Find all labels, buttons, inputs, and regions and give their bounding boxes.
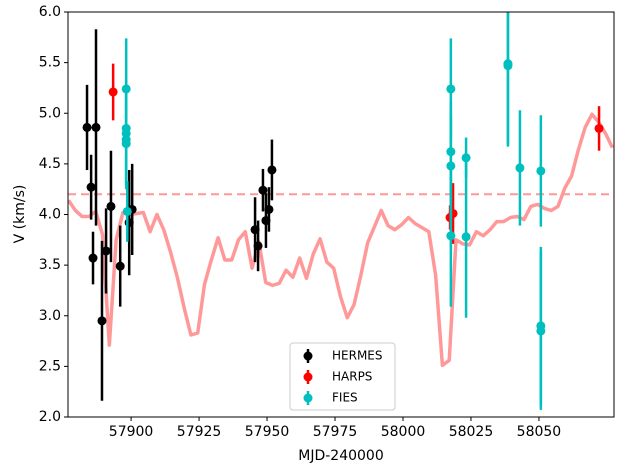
legend-label: FIES: [332, 391, 358, 405]
y-axis-label: V (km/s): [12, 185, 28, 244]
data-point: [106, 201, 116, 211]
legend: HERMES HARPS FIES: [289, 342, 396, 411]
x-tick-label: 57975: [313, 424, 358, 440]
y-tick-label: 4.0: [39, 207, 61, 223]
plot-area: [68, 12, 614, 410]
x-tick-label: 58050: [517, 424, 562, 440]
legend-label: HARPS: [332, 370, 372, 384]
y-tick-label: 6.0: [39, 4, 61, 20]
x-tick-label: 58025: [449, 424, 494, 440]
data-point: [115, 261, 125, 271]
data-point: [108, 87, 118, 97]
x-tick-label: 57900: [109, 424, 154, 440]
data-point: [267, 165, 277, 175]
model-curve: [68, 112, 614, 368]
y-tick-label: 3.0: [39, 308, 61, 324]
data-point: [91, 122, 101, 132]
data-point: [536, 326, 546, 336]
x-tick-label: 57925: [177, 424, 222, 440]
data-point: [258, 185, 268, 195]
data-point: [536, 166, 546, 176]
data-point: [515, 163, 525, 173]
data-point: [86, 182, 96, 192]
data-point: [88, 253, 98, 263]
data-point: [253, 241, 263, 251]
data-point: [446, 84, 456, 94]
data-point: [101, 246, 111, 256]
data-point: [594, 123, 604, 133]
legend-label: HERMES: [332, 349, 383, 363]
legend-icon-dot: [303, 393, 313, 403]
data-point: [97, 316, 107, 326]
data-point: [446, 231, 456, 241]
y-tick-label: 2.5: [39, 358, 61, 374]
data-point: [82, 122, 92, 132]
x-axis-label: MJD-240000: [298, 448, 383, 464]
y-tick-label: 2.0: [39, 409, 61, 425]
data-point: [264, 204, 274, 214]
y-tick-label: 3.5: [39, 257, 61, 273]
data-point: [503, 61, 513, 71]
data-point: [121, 139, 131, 149]
y-tick-label: 4.5: [39, 156, 61, 172]
x-tick-label: 57950: [245, 424, 290, 440]
y-tick-label: 5.5: [39, 55, 61, 71]
data-point: [461, 232, 471, 242]
plot-frame: [67, 11, 615, 418]
x-tick-label: 58000: [381, 424, 426, 440]
data-point: [122, 206, 132, 216]
legend-box: [289, 342, 396, 411]
legend-icon-dot: [303, 372, 313, 382]
legend-icon-dot: [303, 351, 313, 361]
y-tick-label: 5.0: [39, 105, 61, 121]
